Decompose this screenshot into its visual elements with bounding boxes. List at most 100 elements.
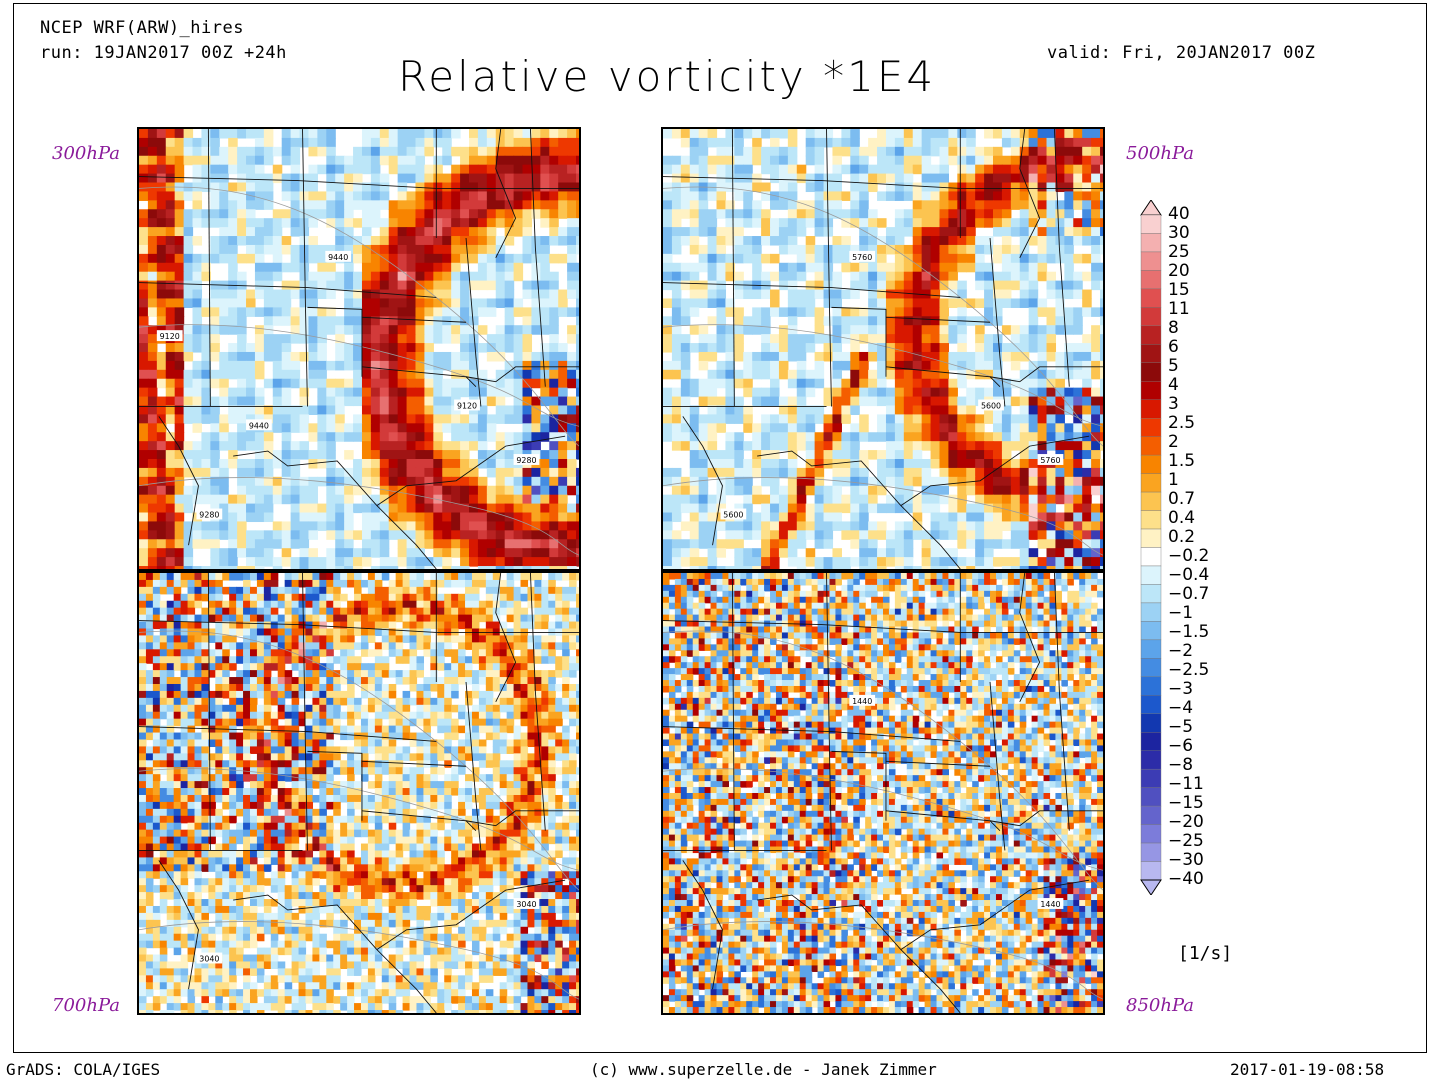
state-border <box>989 237 1006 407</box>
state-border <box>731 129 735 407</box>
contour-label: 9440 <box>246 419 272 430</box>
colorbar-swatch <box>1140 824 1162 844</box>
state-border <box>1019 573 1041 703</box>
height-contour <box>139 477 579 556</box>
height-contour <box>139 630 579 891</box>
colorbar-swatch <box>1140 417 1162 437</box>
height-contour <box>139 921 579 1000</box>
colorbar-swatch <box>1140 861 1162 881</box>
colorbar-tick-label: 20 <box>1168 261 1190 281</box>
contour-label: 5600 <box>720 508 747 519</box>
colorbar-top-arrow <box>1140 199 1162 216</box>
colorbar-swatch <box>1140 602 1162 622</box>
svg-text:9120: 9120 <box>160 332 180 341</box>
contour-label: 9280 <box>513 454 540 465</box>
height-contour <box>663 186 1103 447</box>
state-border <box>831 750 887 821</box>
model-name: NCEP WRF(ARW)_hires <box>40 18 244 38</box>
colorbar-tick-label: −30 <box>1168 850 1204 870</box>
svg-text:9120: 9120 <box>457 401 477 410</box>
colorbar-tick-label: −11 <box>1168 774 1204 794</box>
state-border <box>663 620 1103 633</box>
colorbar-swatch <box>1140 528 1162 548</box>
state-border <box>757 450 961 569</box>
colorbar-tick-label: 0.7 <box>1168 489 1196 509</box>
footer-credit: (c) www.superzelle.de - Janek Zimmer <box>590 1060 937 1079</box>
colorbar-tick-label: −20 <box>1168 812 1204 832</box>
colorbar <box>1140 199 1170 899</box>
state-border <box>663 176 1103 189</box>
colorbar-swatch <box>1140 510 1162 530</box>
colorbar-tick-label: 1.5 <box>1168 451 1196 471</box>
state-border <box>465 681 482 851</box>
state-border <box>682 860 723 990</box>
state-border <box>1053 573 1070 831</box>
contour-label: 9280 <box>196 508 223 519</box>
colorbar-tick-label: −0.7 <box>1168 584 1210 604</box>
colorbar-swatch <box>1140 621 1162 641</box>
colorbar-swatch <box>1140 750 1162 770</box>
height-contour <box>663 324 1103 427</box>
height-contour <box>663 768 1103 871</box>
valid-time: valid: Fri, 20JAN2017 00Z <box>1047 43 1316 63</box>
colorbar-swatch <box>1140 270 1162 290</box>
colorbar-swatch <box>1140 381 1162 400</box>
colorbar-tick-label: −4 <box>1168 698 1194 718</box>
state-border <box>361 316 467 323</box>
colorbar-swatch <box>1140 732 1162 751</box>
map-panel-300hpa: 9120 9120 9280 9280 9440 9440 <box>137 127 581 571</box>
colorbar-swatch <box>1140 842 1162 862</box>
colorbar-tick-label: 0.2 <box>1168 527 1196 547</box>
colorbar-tick-label: −2 <box>1168 641 1194 661</box>
state-border <box>233 894 437 1013</box>
svg-text:9280: 9280 <box>516 456 536 465</box>
level-label-700hpa: 700hPa <box>52 995 120 1016</box>
colorbar-tick-label: 15 <box>1168 280 1190 300</box>
colorbar-tick-label: 30 <box>1168 223 1190 243</box>
colorbar-swatch <box>1140 399 1162 419</box>
state-border <box>1053 129 1070 387</box>
colorbar-swatch <box>1140 325 1162 345</box>
svg-text:9440: 9440 <box>249 421 269 430</box>
state-border <box>158 416 199 546</box>
state-border <box>495 129 517 259</box>
svg-text:5600: 5600 <box>723 510 743 519</box>
state-border <box>1019 129 1041 259</box>
state-border <box>529 573 546 831</box>
vorticity-field: 5600 5600 5760 5760 <box>663 129 1103 569</box>
colorbar-tick-label: −25 <box>1168 831 1204 851</box>
vorticity-field: 3040 3040 <box>139 573 579 1013</box>
colorbar-swatch <box>1140 639 1162 659</box>
state-border <box>139 620 579 633</box>
state-border <box>989 810 1103 827</box>
svg-text:5600: 5600 <box>981 401 1001 410</box>
colorbar-swatch <box>1140 344 1162 363</box>
colorbar-tick-label: 40 <box>1168 204 1190 224</box>
vorticity-field: 9120 9120 9280 9280 9440 9440 <box>139 129 579 569</box>
height-contour <box>139 324 579 427</box>
state-border <box>495 573 517 703</box>
vorticity-field: 1440 1440 <box>663 573 1103 1013</box>
colorbar-swatch <box>1140 473 1162 493</box>
colorbar-tick-label: 2 <box>1168 432 1179 452</box>
contour-label: 9120 <box>156 330 183 341</box>
state-border <box>139 726 437 742</box>
unit-label: [1/s] <box>1178 943 1233 964</box>
state-border <box>302 129 308 407</box>
colorbar-swatch <box>1140 251 1162 271</box>
contour-label: 3040 <box>513 898 540 909</box>
state-border <box>529 129 546 387</box>
colorbar-tick-label: 8 <box>1168 318 1179 338</box>
colorbar-swatch <box>1140 436 1162 456</box>
colorbar-swatch <box>1140 491 1162 511</box>
colorbar-tick-label: −40 <box>1168 869 1204 889</box>
colorbar-swatches <box>1140 199 1162 896</box>
colorbar-swatch <box>1140 362 1162 382</box>
colorbar-tick-label: −3 <box>1168 679 1194 699</box>
colorbar-swatch <box>1140 787 1162 807</box>
main-title: Relative vorticity *1E4 <box>398 52 937 101</box>
colorbar-tick-label: 2.5 <box>1168 413 1196 433</box>
height-contour <box>663 477 1103 556</box>
map-panel-700hpa: 3040 3040 <box>137 571 581 1015</box>
state-border <box>989 681 1006 851</box>
